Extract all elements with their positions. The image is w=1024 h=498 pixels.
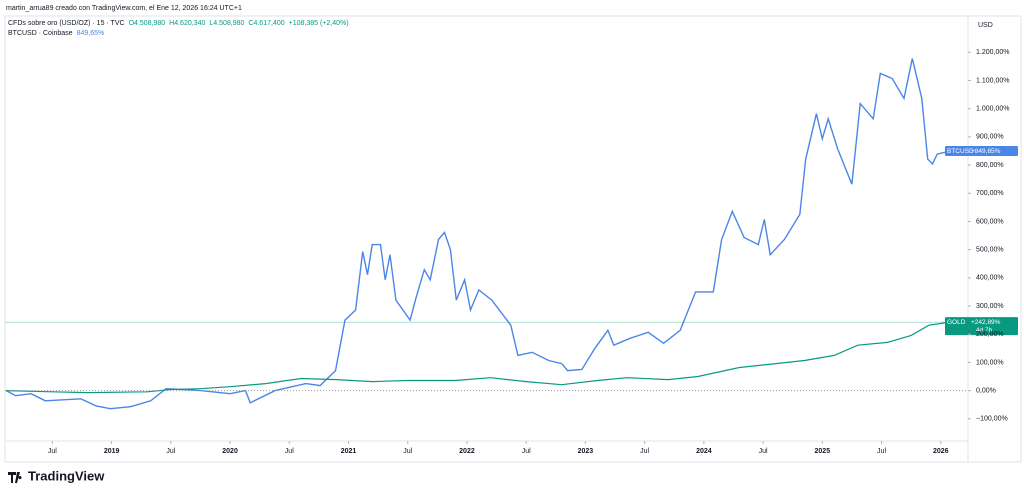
y-tick-label: −100,00% [976, 416, 1008, 423]
x-tick-label: 2023 [578, 448, 594, 455]
last-value: +849,65% [971, 148, 1001, 155]
plot: BTCUSD+849,65% GOLD +242,89%4d 7h [5, 58, 1018, 410]
last-value: +242,89% [971, 319, 1001, 326]
series-line [5, 58, 951, 410]
y-tick-label: 900,00% [976, 134, 1004, 141]
y-tick-label: 700,00% [976, 190, 1004, 197]
legend-field: 849,65% [77, 30, 105, 37]
credit: martin_arrua89 creado con TradingView.co… [6, 5, 242, 12]
legend-name: BTCUSD · Coinbase [8, 30, 73, 37]
legend: CFDs sobre oro (USD/OZ) · 15 · TVC O4.508… [8, 20, 349, 37]
y-tick-label: 400,00% [976, 275, 1004, 282]
x-tick-label: Jul [640, 448, 649, 455]
x-tick-label: 2022 [459, 448, 475, 455]
x-tick-label: 2025 [815, 448, 831, 455]
x-tick-label: 2020 [222, 448, 238, 455]
x-tick-label: Jul [522, 448, 531, 455]
y-tick-label: 800,00% [976, 162, 1004, 169]
series-line [6, 321, 951, 394]
x-tick-label: Jul [166, 448, 175, 455]
y-tick-label: 300,00% [976, 303, 1004, 310]
y-tick-label: 1.100,00% [976, 77, 1009, 84]
series-name: GOLD [947, 319, 966, 326]
x-tick-label: Jul [877, 448, 886, 455]
legend-field: L4.508,980 [209, 20, 244, 27]
x-tick-label: 2026 [933, 448, 949, 455]
x-tick-label: 2021 [341, 448, 357, 455]
legend-name: CFDs sobre oro (USD/OZ) · 15 · TVC [8, 20, 125, 27]
logo-text: TradingView [28, 468, 105, 483]
countdown: 4d 7h [976, 327, 993, 334]
frame [4, 15, 1022, 463]
x-tick-label: Jul [403, 448, 412, 455]
y-tick-label: 1.000,00% [976, 106, 1009, 113]
logo-mark [8, 472, 22, 483]
x-tick-label: Jul [285, 448, 294, 455]
legend-entry: BTCUSD · Coinbase 849,65% [8, 30, 104, 37]
x-tick-label: Jul [759, 448, 768, 455]
legend-field: +108,385 (+2,40%) [289, 20, 349, 27]
y-tick-label: 500,00% [976, 246, 1004, 253]
price-tag [945, 317, 1018, 336]
legend-field: C4.617,400 [248, 20, 284, 27]
logo: TradingView [8, 468, 105, 483]
currency: USD [978, 22, 993, 29]
y-tick-label: 0,00% [976, 387, 996, 394]
y-tick-label: 600,00% [976, 218, 1004, 225]
legend-field: O4.508,980 [129, 20, 166, 27]
x-tick-label: Jul [48, 448, 57, 455]
series-name: BTCUSD [947, 148, 974, 155]
y-tick-label: 100,00% [976, 359, 1004, 366]
legend-entry: CFDs sobre oro (USD/OZ) · 15 · TVC O4.508… [8, 20, 349, 27]
legend-field: H4.620,340 [169, 20, 205, 27]
x-tick-label: 2019 [104, 448, 120, 455]
y-tick-label: 1.200,00% [976, 49, 1009, 56]
x-tick-label: 2024 [696, 448, 712, 455]
price-tag [945, 146, 1018, 157]
y-tick-label: 200,00% [976, 331, 1004, 338]
